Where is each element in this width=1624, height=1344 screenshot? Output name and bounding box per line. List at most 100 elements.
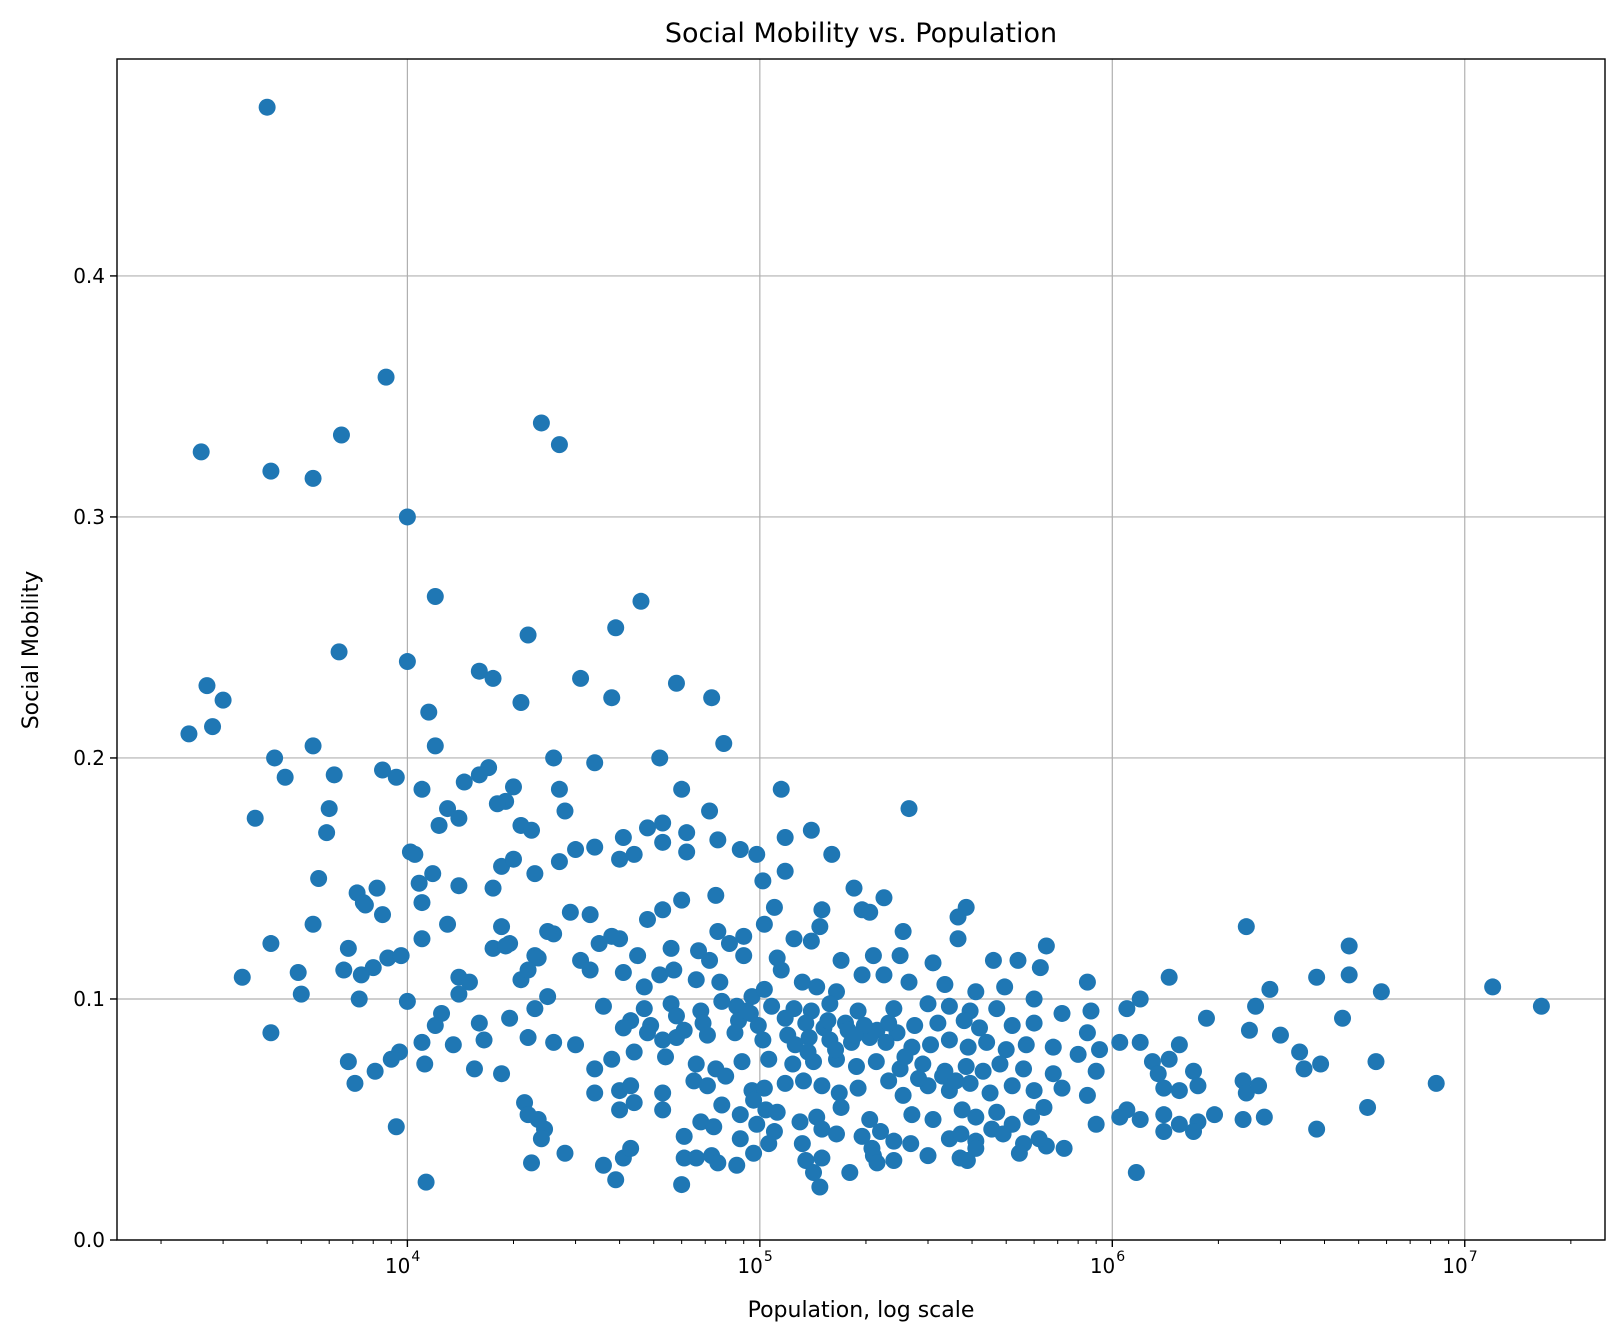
scatter-point — [808, 978, 826, 996]
scatter-point — [529, 949, 547, 967]
scatter-point — [1118, 1101, 1136, 1119]
scatter-point — [526, 1000, 544, 1018]
scatter-point — [1237, 918, 1255, 936]
scatter-point — [276, 768, 294, 786]
scatter-point — [379, 949, 397, 967]
scatter-point — [1170, 1115, 1188, 1133]
scatter-point — [896, 1048, 914, 1066]
scatter-point — [967, 983, 985, 1001]
scatter-point — [611, 850, 629, 868]
scatter-point — [603, 689, 621, 707]
scatter-point — [885, 1000, 903, 1018]
scatter-point — [607, 1171, 625, 1189]
scatter-point — [1155, 1106, 1173, 1124]
scatter-point — [667, 1029, 685, 1047]
scatter-point — [654, 901, 672, 919]
scatter-point — [872, 1123, 890, 1141]
scatter-point — [786, 1036, 804, 1054]
y-tick-label: 0.4 — [73, 264, 105, 288]
scatter-point — [726, 1024, 744, 1042]
scatter-point — [1017, 1036, 1035, 1054]
scatter-point — [398, 992, 416, 1010]
scatter-point — [192, 443, 210, 461]
scatter-point — [545, 749, 563, 767]
scatter-point — [484, 879, 502, 897]
scatter-point — [853, 1127, 871, 1145]
scatter-point — [984, 951, 1002, 969]
scatter-point — [233, 968, 251, 986]
scatter-point — [622, 1077, 640, 1095]
scatter-point — [374, 761, 392, 779]
scatter-point — [847, 1057, 865, 1075]
scatter-point — [339, 1053, 357, 1071]
scatter-point — [1009, 951, 1027, 969]
scatter-point — [1127, 1164, 1145, 1182]
scatter-point — [392, 947, 410, 965]
scatter-point — [776, 862, 794, 880]
scatter-point — [690, 942, 708, 960]
scatter-point — [450, 985, 468, 1003]
scatter-point — [936, 976, 954, 994]
scatter-point — [875, 889, 893, 907]
scatter-point — [1091, 1041, 1109, 1059]
scatter-point — [1087, 1115, 1105, 1133]
scatter-point — [827, 1125, 845, 1143]
scatter-point — [891, 947, 909, 965]
scatter-point — [426, 1016, 444, 1034]
x-axis-label: Population, log scale — [748, 1298, 975, 1323]
scatter-point — [885, 1132, 903, 1150]
scatter-point — [665, 961, 683, 979]
scatter-point — [426, 587, 444, 605]
scatter-point — [246, 809, 264, 827]
scatter-point — [501, 1009, 519, 1027]
scatter-point — [413, 930, 431, 948]
scatter-point — [1312, 1055, 1330, 1073]
scatter-point — [614, 963, 632, 981]
scatter-point — [1484, 978, 1502, 996]
scatter-point — [356, 896, 374, 914]
scatter-point — [366, 1062, 384, 1080]
scatter-point — [830, 1084, 848, 1102]
scatter-point — [994, 1125, 1012, 1143]
scatter-point — [772, 961, 790, 979]
scatter-point — [1055, 1139, 1073, 1157]
scatter-point — [590, 935, 608, 953]
scatter-point — [953, 1101, 971, 1119]
scatter-point — [420, 703, 438, 721]
scatter-point — [450, 809, 468, 827]
scatter-point — [735, 927, 753, 945]
scatter-point — [675, 1127, 693, 1145]
scatter-point — [625, 1094, 643, 1112]
scatter-point — [629, 947, 647, 965]
scatter-point — [981, 1084, 999, 1102]
scatter-point — [705, 1118, 723, 1136]
scatter-point — [262, 935, 280, 953]
scatter-point — [539, 988, 557, 1006]
x-tick-label-exponent: 6 — [1116, 1249, 1125, 1265]
scatter-point — [410, 874, 428, 892]
scatter-point — [919, 995, 937, 1013]
scatter-point — [678, 824, 696, 842]
scatter-point — [465, 1060, 483, 1078]
scatter-point — [1023, 1108, 1041, 1126]
scatter-point — [849, 1002, 867, 1020]
scatter-point — [430, 816, 448, 834]
scatter-point — [867, 1053, 885, 1071]
scatter-point — [581, 961, 599, 979]
scatter-point — [1025, 1082, 1043, 1100]
scatter-point — [728, 1156, 746, 1174]
x-tick-label-base: 10 — [737, 1254, 762, 1278]
scatter-point — [1044, 1038, 1062, 1056]
scatter-point — [703, 689, 721, 707]
scatter-point — [330, 643, 348, 661]
scatter-point — [832, 951, 850, 969]
scatter-point — [845, 879, 863, 897]
scatter-point — [1037, 937, 1055, 955]
scatter-point — [625, 845, 643, 863]
scatter-point — [765, 1123, 783, 1141]
scatter-point — [687, 971, 705, 989]
scatter-point — [1189, 1077, 1207, 1095]
scatter-point — [1532, 997, 1550, 1015]
scatter-point — [406, 845, 424, 863]
